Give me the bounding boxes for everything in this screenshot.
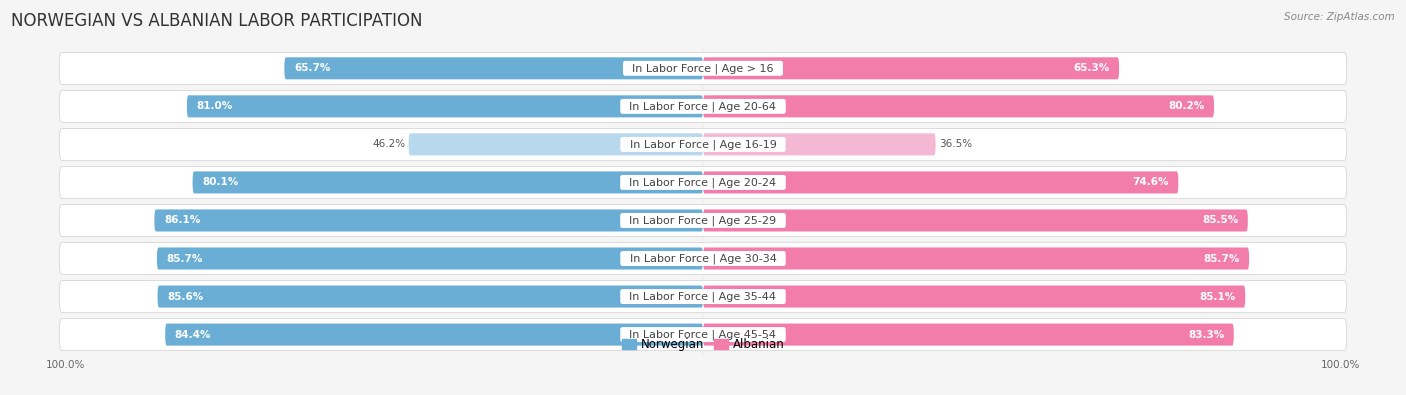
Text: 85.6%: 85.6% bbox=[167, 292, 204, 301]
FancyBboxPatch shape bbox=[703, 95, 1213, 117]
Text: 85.1%: 85.1% bbox=[1199, 292, 1236, 301]
Text: 80.1%: 80.1% bbox=[202, 177, 239, 188]
Text: In Labor Force | Age 35-44: In Labor Force | Age 35-44 bbox=[623, 291, 783, 302]
FancyBboxPatch shape bbox=[155, 209, 703, 231]
Text: In Labor Force | Age 20-64: In Labor Force | Age 20-64 bbox=[623, 101, 783, 112]
Text: In Labor Force | Age 16-19: In Labor Force | Age 16-19 bbox=[623, 139, 783, 150]
Text: 81.0%: 81.0% bbox=[197, 102, 232, 111]
FancyBboxPatch shape bbox=[59, 280, 1347, 312]
Text: NORWEGIAN VS ALBANIAN LABOR PARTICIPATION: NORWEGIAN VS ALBANIAN LABOR PARTICIPATIO… bbox=[11, 12, 423, 30]
FancyBboxPatch shape bbox=[59, 90, 1347, 122]
FancyBboxPatch shape bbox=[59, 319, 1347, 350]
Text: 80.2%: 80.2% bbox=[1168, 102, 1205, 111]
FancyBboxPatch shape bbox=[165, 324, 703, 346]
Text: 85.5%: 85.5% bbox=[1202, 215, 1239, 226]
FancyBboxPatch shape bbox=[193, 171, 703, 194]
Text: 84.4%: 84.4% bbox=[174, 329, 211, 340]
FancyBboxPatch shape bbox=[703, 324, 1234, 346]
Legend: Norwegian, Albanian: Norwegian, Albanian bbox=[617, 333, 789, 356]
FancyBboxPatch shape bbox=[59, 166, 1347, 198]
Text: 65.3%: 65.3% bbox=[1073, 63, 1109, 73]
FancyBboxPatch shape bbox=[703, 248, 1249, 269]
Text: In Labor Force | Age > 16: In Labor Force | Age > 16 bbox=[626, 63, 780, 73]
Text: 36.5%: 36.5% bbox=[939, 139, 972, 149]
FancyBboxPatch shape bbox=[703, 209, 1247, 231]
Text: In Labor Force | Age 45-54: In Labor Force | Age 45-54 bbox=[623, 329, 783, 340]
FancyBboxPatch shape bbox=[59, 243, 1347, 275]
Text: 85.7%: 85.7% bbox=[166, 254, 202, 263]
FancyBboxPatch shape bbox=[703, 286, 1246, 308]
Text: In Labor Force | Age 30-34: In Labor Force | Age 30-34 bbox=[623, 253, 783, 264]
FancyBboxPatch shape bbox=[59, 128, 1347, 160]
Text: In Labor Force | Age 20-24: In Labor Force | Age 20-24 bbox=[623, 177, 783, 188]
Text: 86.1%: 86.1% bbox=[165, 215, 200, 226]
FancyBboxPatch shape bbox=[59, 53, 1347, 84]
FancyBboxPatch shape bbox=[59, 205, 1347, 237]
FancyBboxPatch shape bbox=[157, 286, 703, 308]
FancyBboxPatch shape bbox=[703, 57, 1119, 79]
FancyBboxPatch shape bbox=[157, 248, 703, 269]
Text: 65.7%: 65.7% bbox=[294, 63, 330, 73]
FancyBboxPatch shape bbox=[187, 95, 703, 117]
Text: 85.7%: 85.7% bbox=[1204, 254, 1240, 263]
Text: 83.3%: 83.3% bbox=[1188, 329, 1225, 340]
FancyBboxPatch shape bbox=[703, 171, 1178, 194]
Text: 46.2%: 46.2% bbox=[373, 139, 405, 149]
Text: Source: ZipAtlas.com: Source: ZipAtlas.com bbox=[1284, 12, 1395, 22]
Text: In Labor Force | Age 25-29: In Labor Force | Age 25-29 bbox=[623, 215, 783, 226]
FancyBboxPatch shape bbox=[284, 57, 703, 79]
Text: 74.6%: 74.6% bbox=[1132, 177, 1168, 188]
FancyBboxPatch shape bbox=[409, 134, 703, 155]
FancyBboxPatch shape bbox=[703, 134, 935, 155]
